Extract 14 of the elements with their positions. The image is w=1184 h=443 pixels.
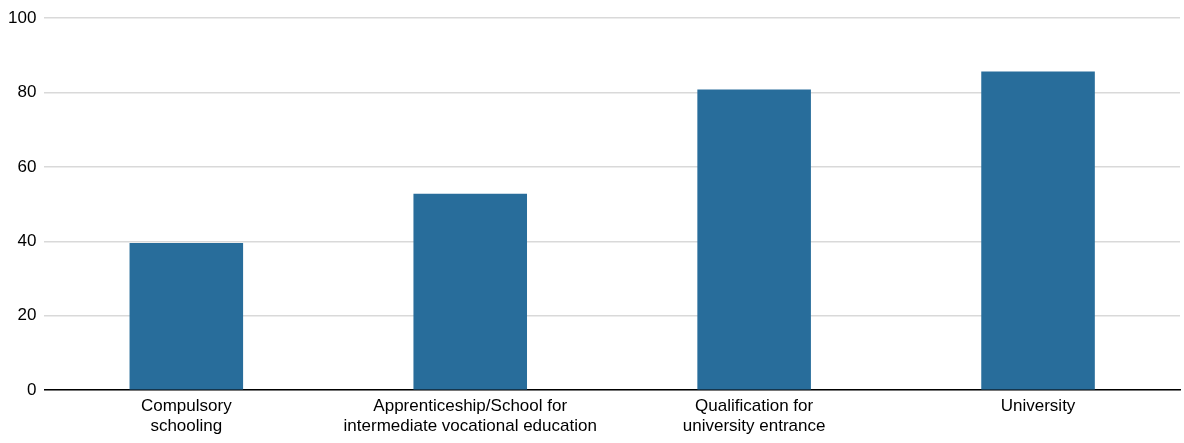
bar (413, 193, 528, 390)
bar (981, 71, 1095, 390)
y-tick-label: 0 (26, 379, 37, 399)
bar (697, 89, 811, 390)
x-tick-label: Apprenticeship/School for intermediate vocational education (343, 396, 597, 436)
x-tick-label: University (1000, 396, 1076, 416)
y-tick-label: 80 (17, 82, 37, 102)
bar (129, 242, 244, 390)
x-tick-label: Qualification for university entrance (682, 396, 826, 436)
x-tick-label: Compulsory schooling (140, 396, 233, 436)
y-tick-label: 20 (17, 305, 37, 325)
y-tick-label: 40 (17, 231, 37, 251)
y-tick-label: 100 (7, 7, 37, 27)
y-tick-label: 60 (17, 156, 37, 176)
